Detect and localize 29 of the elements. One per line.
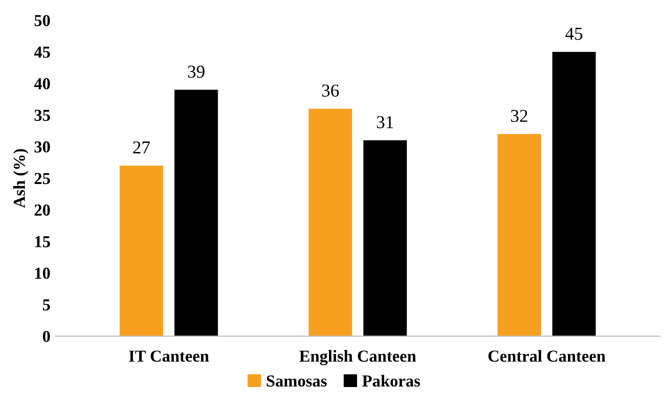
x-tick-label: IT Canteen: [128, 350, 209, 362]
legend-label: Samosas: [266, 375, 327, 387]
x-tick-label: Central Canteen: [488, 350, 606, 362]
y-tick-label: 45: [34, 46, 50, 58]
y-tick-label: 30: [34, 141, 50, 153]
data-label: 31: [376, 116, 394, 128]
y-tick-label: 0: [42, 330, 50, 342]
data-label: 27: [133, 141, 150, 154]
x-tick-label: English Canteen: [299, 350, 416, 366]
bar: [174, 90, 218, 336]
bar: [308, 108, 352, 336]
bar: [498, 134, 541, 336]
legend-label: Pakoras: [362, 374, 420, 387]
bar: [552, 52, 596, 336]
bar: [120, 166, 164, 336]
data-label: 32: [511, 110, 528, 122]
y-tick-label: 20: [34, 204, 50, 216]
data-label: 39: [188, 66, 204, 78]
y-tick-label: 5: [42, 299, 50, 311]
y-tick-label: 10: [35, 268, 50, 279]
y-tick-label: 15: [35, 236, 50, 248]
y-tick-label: 35: [34, 110, 50, 121]
data-label: 45: [565, 28, 582, 40]
y-tick-label: 40: [34, 78, 50, 90]
data-label: 36: [322, 84, 339, 97]
y-tick-label: 25: [34, 172, 50, 184]
y-axis-title: Ash (%): [13, 149, 28, 208]
bar: [363, 140, 407, 336]
y-tick-label: 50: [34, 14, 50, 26]
